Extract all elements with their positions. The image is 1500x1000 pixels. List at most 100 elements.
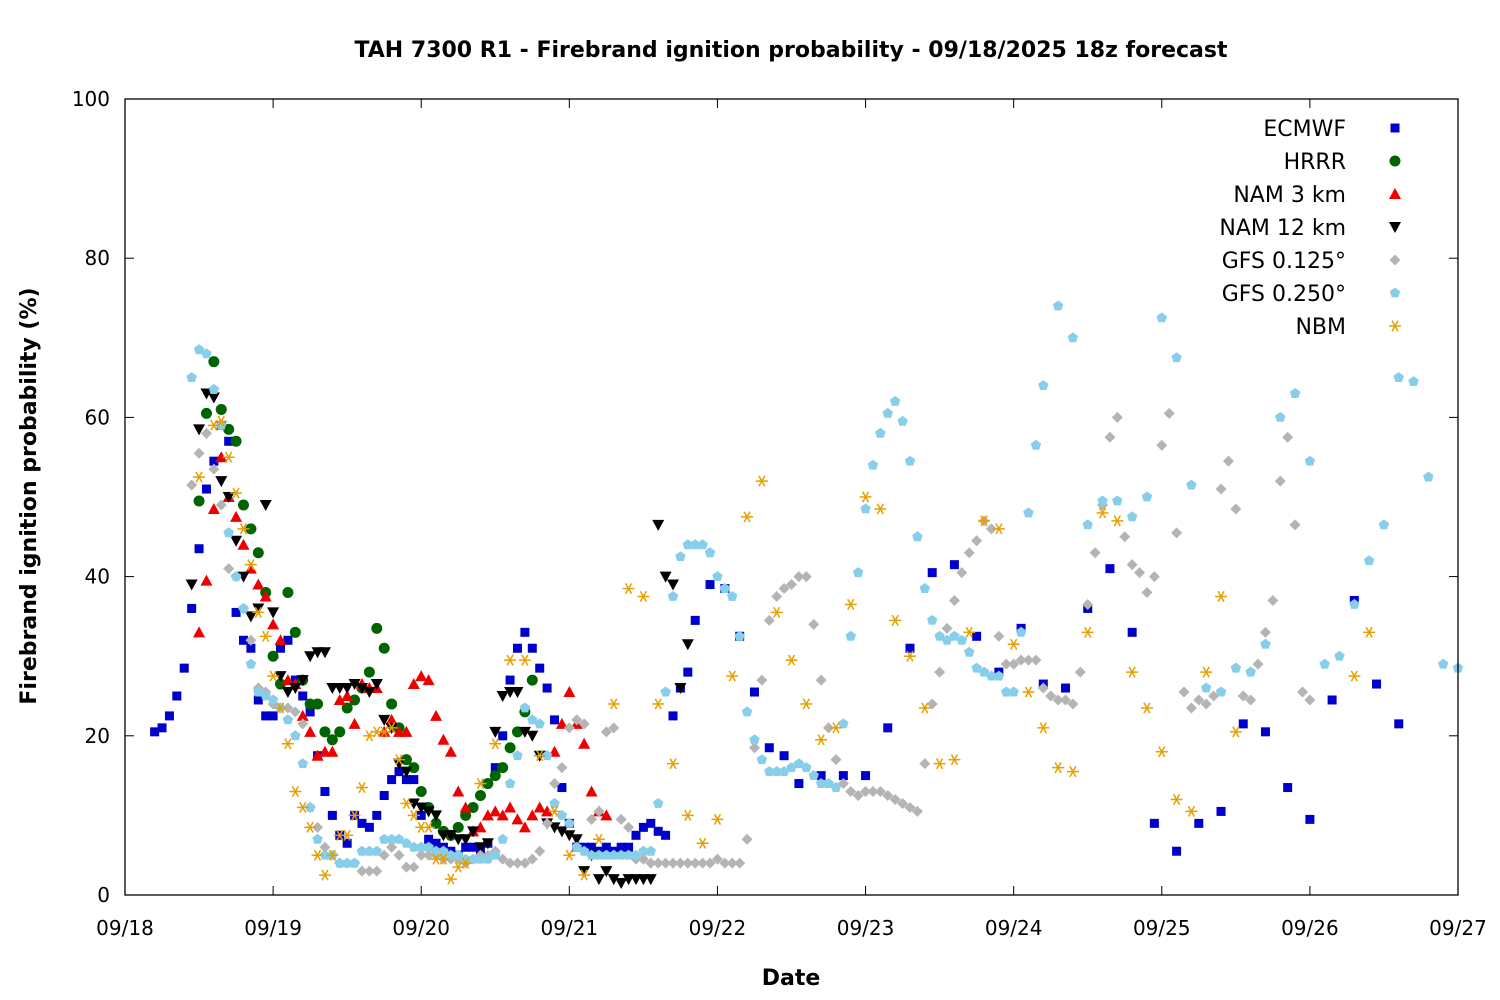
data-point <box>504 778 516 788</box>
y-axis-label: Firebrand ignition probability (%) <box>17 287 42 704</box>
data-point <box>1045 690 1057 702</box>
data-point <box>859 491 872 503</box>
data-point <box>1215 483 1227 495</box>
x-tick-label: 09/18 <box>96 916 154 940</box>
data-point <box>430 817 442 829</box>
data-point <box>400 725 413 737</box>
data-point <box>674 683 687 695</box>
data-point <box>919 583 930 593</box>
data-point <box>474 790 486 801</box>
data-point <box>897 797 909 809</box>
data-point <box>741 833 753 845</box>
data-point <box>741 511 754 523</box>
data-point <box>608 722 620 734</box>
data-point <box>200 427 212 439</box>
data-point <box>482 853 494 864</box>
data-point <box>1215 590 1228 603</box>
data-point <box>341 702 353 714</box>
data-point <box>993 670 1005 681</box>
data-point <box>378 642 390 654</box>
data-point <box>468 842 478 852</box>
data-point <box>282 702 294 714</box>
data-point <box>489 770 501 782</box>
data-point <box>704 547 716 558</box>
data-point <box>1066 766 1079 778</box>
data-point <box>690 539 701 550</box>
data-point <box>526 730 539 742</box>
data-point <box>444 745 457 757</box>
data-point <box>1283 783 1293 793</box>
data-point <box>253 695 263 705</box>
data-point <box>512 643 522 653</box>
data-point <box>1372 679 1382 689</box>
data-point <box>230 510 243 522</box>
data-point <box>637 853 649 865</box>
data-point <box>600 866 613 878</box>
data-point <box>933 758 946 770</box>
data-point <box>267 650 279 662</box>
data-point <box>215 403 227 415</box>
data-point <box>283 635 293 645</box>
data-point <box>296 675 309 687</box>
data-point <box>948 594 960 606</box>
data-point <box>498 731 508 741</box>
data-point <box>542 683 552 693</box>
data-point <box>326 745 339 757</box>
data-point <box>778 766 790 777</box>
data-point <box>668 711 678 721</box>
data-point <box>431 838 441 848</box>
data-point <box>1067 698 1079 710</box>
data-point <box>1007 638 1020 650</box>
data-point <box>607 698 620 710</box>
data-point <box>511 813 524 825</box>
data-point <box>1304 455 1316 466</box>
legend-marker <box>1390 123 1400 133</box>
data-point <box>645 857 657 869</box>
data-point <box>800 698 813 710</box>
data-point <box>407 798 420 810</box>
data-point <box>267 618 280 630</box>
data-point <box>179 663 189 673</box>
data-point <box>734 630 745 641</box>
data-point <box>645 845 656 856</box>
data-point <box>416 841 427 852</box>
data-point <box>1305 814 1315 824</box>
data-point <box>1037 722 1050 734</box>
data-point <box>1267 594 1279 606</box>
data-point <box>653 826 663 836</box>
data-point <box>518 726 531 738</box>
data-point <box>860 786 872 798</box>
data-point <box>601 842 611 852</box>
data-point <box>437 733 450 745</box>
data-point <box>430 709 443 721</box>
data-point <box>1274 475 1286 487</box>
data-point <box>659 571 672 583</box>
data-point <box>461 842 471 852</box>
data-point <box>956 634 968 645</box>
data-point <box>623 849 634 860</box>
data-point <box>216 419 227 430</box>
data-point <box>526 809 539 821</box>
data-point <box>207 392 220 404</box>
y-tick-label: 80 <box>85 246 110 270</box>
data-point <box>911 805 923 817</box>
data-point <box>697 539 708 550</box>
data-point <box>378 849 390 861</box>
data-point <box>1200 666 1213 678</box>
data-point <box>274 671 287 683</box>
data-point <box>481 838 494 850</box>
data-point <box>289 706 301 718</box>
data-point <box>726 670 739 682</box>
data-point <box>193 471 206 483</box>
data-point <box>904 801 916 813</box>
data-point <box>1275 411 1286 422</box>
data-point <box>504 742 516 754</box>
plot-frame <box>124 98 1459 896</box>
data-point <box>593 805 605 817</box>
data-point <box>1082 598 1094 610</box>
data-point <box>1171 527 1183 539</box>
data-point <box>1060 694 1072 706</box>
data-point <box>430 845 442 856</box>
